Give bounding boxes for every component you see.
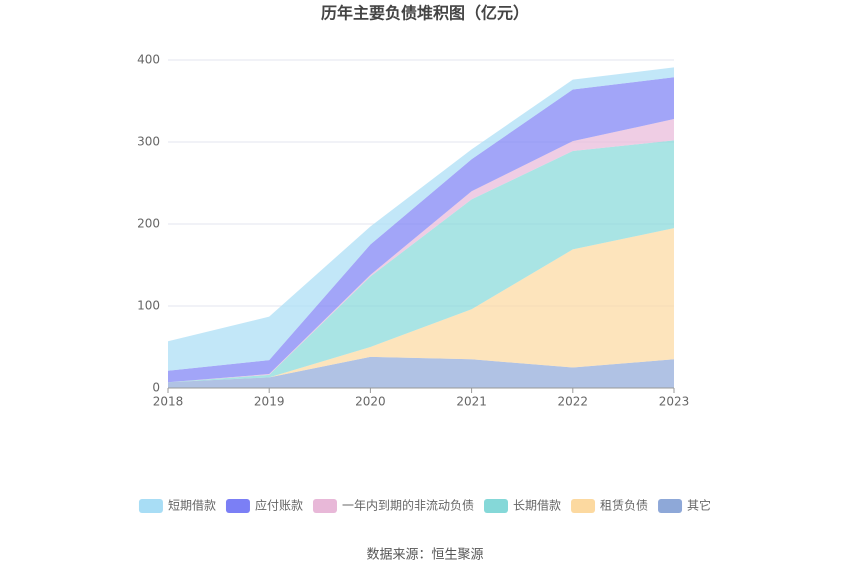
legend-item: 其它 — [658, 498, 711, 513]
y-tick-label: 300 — [137, 135, 160, 149]
legend-swatch — [225, 499, 250, 513]
legend-label: 租赁负债 — [600, 499, 648, 513]
legend-swatch — [571, 499, 596, 513]
area — [168, 140, 674, 383]
x-tick-label: 2018 — [153, 395, 184, 409]
x-tick-label: 2023 — [659, 395, 690, 409]
legend-swatch — [138, 499, 163, 513]
legend-label: 其它 — [687, 498, 711, 513]
y-tick-label: 0 — [152, 381, 160, 395]
x-tick-label: 2019 — [254, 395, 285, 409]
legend-label: 长期借款 — [513, 499, 561, 513]
legend-item: 应付账款 — [225, 498, 303, 513]
y-tick-label: 100 — [137, 299, 160, 313]
legend-item: 长期借款 — [484, 499, 561, 513]
legend: 短期借款 应付账款 一年内到期的非流动负债 长期借款 租赁负债 其它 — [138, 498, 711, 513]
area — [168, 77, 674, 383]
area — [168, 67, 674, 371]
x-tick-label: 2022 — [558, 395, 589, 409]
legend-item: 租赁负债 — [571, 499, 648, 513]
legend-label: 短期借款 — [168, 499, 216, 513]
legend-label: 应付账款 — [255, 498, 303, 513]
source-note: 数据来源：恒生聚源 — [366, 548, 483, 563]
y-tick-label: 200 — [137, 217, 160, 231]
area — [168, 119, 674, 383]
x-tick-label: 2020 — [355, 395, 386, 409]
x-tick-label: 2021 — [456, 395, 487, 409]
y-tick-label: 400 — [137, 53, 160, 67]
legend-swatch — [484, 499, 508, 513]
legend-swatch — [658, 499, 683, 513]
legend-item: 短期借款 — [138, 499, 216, 513]
area — [168, 228, 674, 383]
legend-item: 一年内到期的非流动负债 — [312, 498, 474, 513]
legend-label: 一年内到期的非流动负债 — [342, 498, 474, 513]
chart-title: 历年主要负债堆积图（亿元） — [321, 4, 529, 23]
area — [168, 356, 674, 388]
legend-swatch — [312, 499, 337, 513]
